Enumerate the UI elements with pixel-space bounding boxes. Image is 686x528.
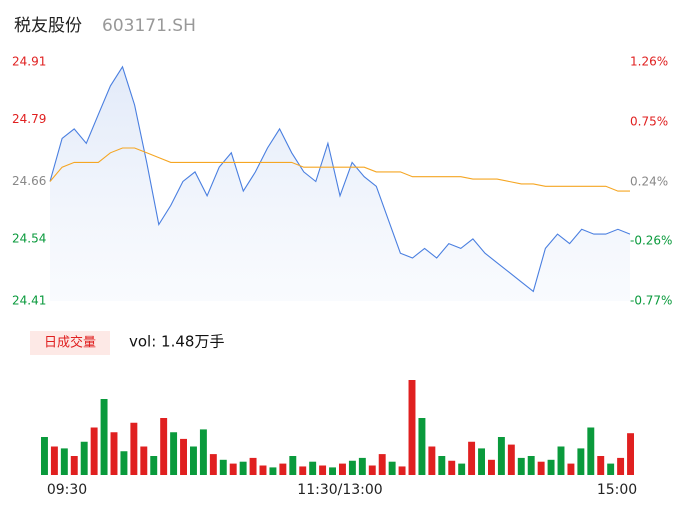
x-tick-label: 09:30 bbox=[47, 482, 87, 498]
volume-bar bbox=[70, 456, 78, 475]
volume-bar bbox=[80, 441, 88, 475]
volume-bar bbox=[150, 456, 158, 475]
average-line bbox=[49, 147, 630, 192]
volume-bar bbox=[130, 422, 138, 475]
volume-bar bbox=[587, 427, 595, 475]
volume-bar bbox=[368, 465, 376, 475]
volume-badge bbox=[30, 331, 110, 355]
volume-bar bbox=[497, 437, 505, 475]
volume-bar bbox=[418, 418, 426, 475]
volume-bar bbox=[557, 446, 565, 475]
volume-bar bbox=[478, 448, 485, 475]
volume-bar bbox=[597, 456, 605, 475]
volume-title: 日成交量 bbox=[44, 335, 96, 351]
volume-bar bbox=[100, 399, 108, 475]
volume-bar bbox=[428, 446, 436, 475]
y-tick-label: 24.41 bbox=[12, 294, 46, 308]
volume-bar bbox=[90, 427, 98, 475]
volume-bar bbox=[219, 459, 227, 475]
volume-bar bbox=[577, 448, 585, 475]
volume-bar bbox=[517, 457, 525, 475]
volume-bar bbox=[488, 459, 495, 475]
volume-bar bbox=[299, 466, 307, 475]
y2-tick-label: 0.24% bbox=[630, 175, 668, 189]
stock-code: 603171.SH bbox=[102, 16, 196, 36]
volume-bar bbox=[120, 451, 128, 475]
volume-bar bbox=[348, 460, 356, 475]
volume-bar bbox=[507, 444, 515, 475]
volume-bar bbox=[229, 463, 237, 475]
volume-bar bbox=[458, 463, 466, 475]
volume-bar bbox=[170, 432, 178, 475]
volume-bar bbox=[269, 467, 277, 475]
volume-bar bbox=[160, 418, 168, 475]
volume-bar bbox=[279, 463, 287, 475]
volume-bar bbox=[41, 437, 48, 475]
volume-bar bbox=[567, 463, 575, 475]
volume-bar bbox=[547, 459, 555, 475]
y-tick-label: 24.79 bbox=[12, 112, 46, 126]
y-tick-label: 24.54 bbox=[12, 231, 46, 245]
x-tick-label: 15:00 bbox=[597, 482, 637, 498]
volume-bar bbox=[110, 432, 118, 475]
y2-tick-label: 1.26% bbox=[630, 55, 668, 69]
x-tick-label: 11:30/13:00 bbox=[297, 482, 382, 498]
price-line bbox=[49, 65, 631, 293]
volume-bar bbox=[140, 446, 148, 475]
y2-tick-label: 0.75% bbox=[630, 115, 668, 129]
volume-bar bbox=[289, 456, 297, 475]
volume-bar bbox=[50, 446, 58, 475]
volume-bar bbox=[190, 446, 197, 475]
volume-bar bbox=[329, 467, 336, 475]
price-area bbox=[50, 66, 630, 301]
volume-bar bbox=[378, 454, 386, 475]
volume-bar bbox=[180, 438, 187, 475]
volume-bar bbox=[617, 457, 625, 475]
volume-bar bbox=[388, 461, 396, 475]
volume-bar bbox=[537, 461, 545, 475]
volume-bar bbox=[468, 441, 476, 475]
y2-tick-label: -0.26% bbox=[630, 233, 672, 247]
y-tick-label: 24.91 bbox=[12, 55, 46, 69]
volume-bar bbox=[239, 461, 247, 475]
volume-bar bbox=[358, 457, 366, 475]
volume-bar bbox=[448, 460, 456, 475]
volume-bar bbox=[309, 461, 317, 475]
volume-bar bbox=[199, 429, 207, 475]
volume-bar bbox=[60, 448, 68, 475]
volume-bar bbox=[527, 456, 535, 475]
volume-bar bbox=[209, 454, 217, 475]
volume-bar bbox=[249, 457, 257, 475]
volume-bar bbox=[438, 456, 446, 475]
volume-bar bbox=[607, 463, 615, 475]
y2-tick-label: -0.77% bbox=[630, 294, 672, 308]
volume-bar bbox=[319, 465, 327, 475]
volume-bar bbox=[408, 380, 416, 475]
stock-name: 税友股份 bbox=[14, 16, 82, 36]
volume-bar bbox=[339, 463, 346, 475]
volume-bar bbox=[627, 433, 634, 475]
volume-total: vol: 1.48万手 bbox=[129, 333, 224, 351]
y-tick-label: 24.66 bbox=[12, 174, 46, 188]
volume-bar bbox=[259, 465, 267, 475]
volume-bar bbox=[398, 466, 406, 475]
